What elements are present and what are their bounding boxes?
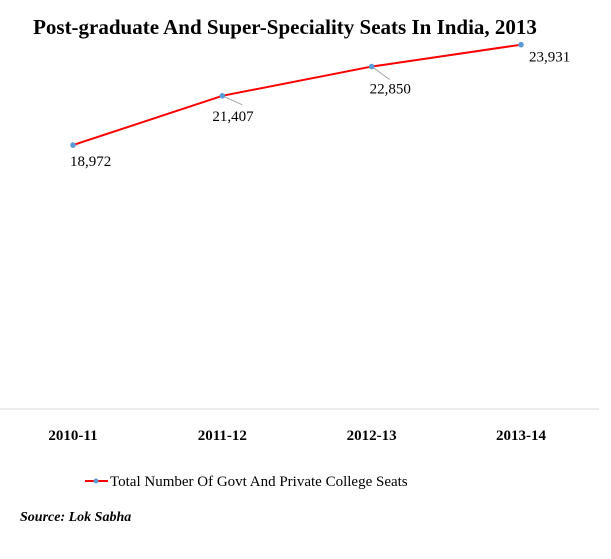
data-label-leader bbox=[371, 66, 390, 80]
data-label-leader bbox=[222, 95, 243, 106]
source-note: Source: Lok Sabha bbox=[20, 510, 132, 525]
chart-title: Post-graduate And Super-Speciality Seats… bbox=[33, 15, 537, 39]
legend-swatch-marker bbox=[93, 478, 99, 484]
legend: Total Number Of Govt And Private College… bbox=[85, 474, 408, 490]
x-tick-label: 2010-11 bbox=[48, 428, 97, 444]
data-point bbox=[368, 63, 375, 70]
series-line bbox=[72, 43, 522, 147]
legend-label: Total Number Of Govt And Private College… bbox=[110, 474, 408, 490]
x-tick-label: 2011-12 bbox=[198, 428, 247, 444]
line-chart: 18,972 21,407 22,850 23,931 2010-11 2011-12 2… bbox=[0, 41, 599, 490]
data-label: 23,931 bbox=[529, 50, 570, 66]
data-label: 22,850 bbox=[370, 82, 411, 98]
data-point bbox=[70, 142, 76, 148]
data-point bbox=[518, 41, 524, 48]
data-point bbox=[219, 92, 226, 99]
x-tick-label: 2013-14 bbox=[496, 428, 546, 444]
x-tick-label: 2012-13 bbox=[347, 428, 397, 444]
data-label: 18,972 bbox=[70, 154, 111, 170]
data-label: 21,407 bbox=[212, 109, 254, 125]
